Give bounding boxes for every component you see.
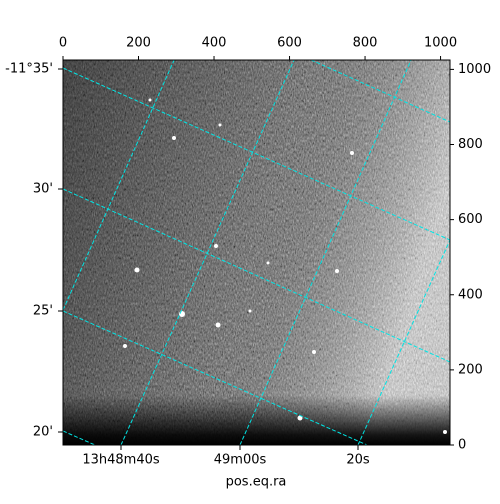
stars bbox=[123, 98, 447, 434]
sky-image bbox=[63, 60, 450, 445]
x-axis-label: pos.eq.ra bbox=[226, 475, 287, 490]
frame bbox=[62, 59, 451, 446]
ra-tick-label: 49m00s bbox=[214, 453, 267, 468]
dec-tick-label: 20' bbox=[33, 425, 53, 440]
ra-tick-label: 20s bbox=[346, 453, 370, 468]
x-tick-label: 1000 bbox=[424, 36, 457, 51]
dec-tick-label: 25' bbox=[33, 304, 53, 319]
x-tick-label: 200 bbox=[126, 36, 151, 51]
coordinate-grid bbox=[63, 60, 450, 445]
y-tick-label: 600 bbox=[458, 212, 483, 227]
x-tick-label: 800 bbox=[353, 36, 378, 51]
y-tick-label: 1000 bbox=[458, 62, 491, 77]
y-tick-label: 400 bbox=[458, 287, 483, 302]
y-tick-label: 200 bbox=[458, 362, 483, 377]
x-tick-label: 400 bbox=[202, 36, 227, 51]
y-tick-label: 0 bbox=[458, 438, 466, 453]
x-tick-label: 0 bbox=[59, 36, 67, 51]
x-tick-label: 600 bbox=[277, 36, 302, 51]
ra-tick-label: 13h48m40s bbox=[82, 453, 160, 468]
dec-tick-label: -11°35' bbox=[5, 62, 53, 77]
dec-tick-label: 30' bbox=[33, 182, 53, 197]
y-tick-label: 800 bbox=[458, 137, 483, 152]
